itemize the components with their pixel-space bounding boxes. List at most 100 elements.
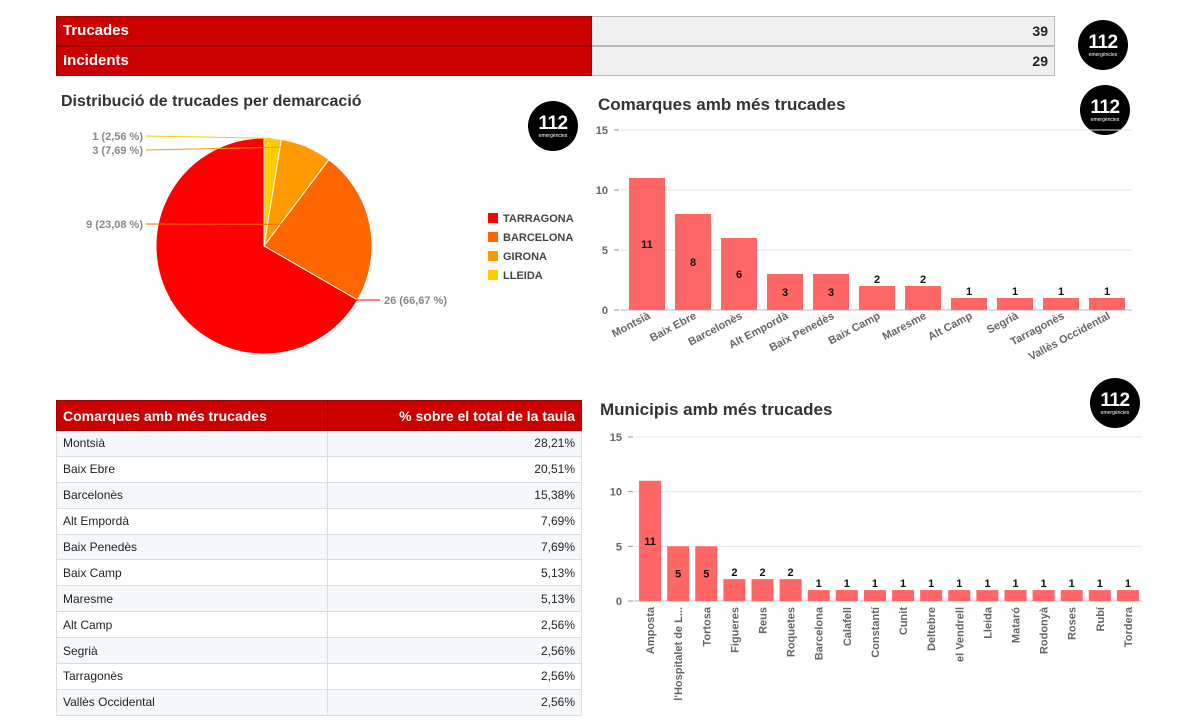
bar-value-label: 1 [1097, 578, 1103, 590]
x-tick-label: Reus [758, 607, 770, 634]
table-row: Baix Camp 5,13% [56, 559, 582, 587]
table-row: Alt Camp 2,56% [56, 611, 582, 639]
x-tick-label: Montsià [610, 310, 653, 341]
bar-value-label: 1 [1012, 578, 1018, 590]
table-cell-comarca: Baix Ebre [56, 455, 328, 483]
bar-value-label: 1 [844, 578, 850, 590]
table-cell-comarca: Baix Camp [56, 559, 328, 587]
bar-value-label: 2 [788, 567, 794, 579]
x-tick-label: Deltebre [926, 607, 938, 651]
bar-value-label: 11 [641, 239, 653, 251]
x-tick-label: Roquetes [786, 607, 798, 657]
bar [639, 480, 662, 601]
bar [723, 579, 746, 601]
y-tick-label: 10 [610, 487, 622, 499]
x-tick-label: Mataró [1011, 607, 1023, 643]
y-tick-label: 5 [616, 541, 622, 553]
bar-value-label: 2 [759, 567, 765, 579]
bar-value-label: 1 [984, 578, 990, 590]
x-tick-label: Calafell [842, 607, 854, 646]
table-row: Baix Penedès 7,69% [56, 533, 582, 561]
table-cell-percent: 2,56% [327, 663, 582, 690]
bar [1060, 590, 1083, 601]
bar [1116, 590, 1139, 601]
bar-value-label: 1 [1012, 286, 1018, 298]
bar-value-label: 1 [1041, 578, 1047, 590]
legend-label: GIRONA [503, 251, 547, 263]
table-cell-comarca: Tarragonès [56, 663, 328, 690]
pie-leader-line [145, 146, 307, 151]
table-row: Montsià 28,21% [56, 430, 582, 457]
bar-value-label: 5 [675, 569, 681, 581]
bar-value-label: 3 [782, 287, 788, 299]
y-tick-label: 0 [616, 596, 622, 608]
bar [667, 546, 690, 601]
bar-value-label: 6 [736, 269, 742, 281]
bar-value-label: 2 [731, 567, 737, 579]
table-row: Tarragonès 2,56% [56, 663, 582, 690]
x-tick-label: el Vendrell [954, 607, 966, 662]
x-tick-label: Figueres [729, 607, 741, 653]
pie-data-label: 3 (7,69 %) [92, 145, 143, 157]
logo-112-icon: 112 emergències [528, 101, 578, 151]
table-cell-comarca: Barcelonès [56, 481, 328, 509]
x-tick-label: Roses [1067, 607, 1079, 640]
bar-value-label: 1 [1069, 578, 1075, 590]
table-row: Barcelonès 15,38% [56, 481, 582, 509]
table-header-row: Comarques amb més trucades % sobre el to… [56, 400, 582, 431]
bar [629, 178, 665, 310]
legend-swatch-barcelona [488, 232, 498, 242]
bar-value-label: 1 [966, 286, 972, 298]
bar [951, 298, 987, 310]
table-row: Vallès Occidental 2,56% [56, 688, 582, 716]
y-tick-label: 10 [596, 185, 608, 197]
table-cell-percent: 5,13% [327, 559, 582, 587]
logo-112-icon: 112 emergències [1078, 20, 1128, 70]
bar [751, 579, 774, 601]
legend-swatch-lleida [488, 270, 498, 280]
x-tick-label: Maresme [881, 310, 929, 343]
kpi-row-incidents: Incidents 29 [56, 46, 1055, 76]
bar-value-label: 2 [920, 274, 926, 286]
table-cell-comarca: Alt Camp [56, 611, 328, 639]
table-cell-percent: 2,56% [327, 611, 582, 639]
x-tick-label: Tortosa [701, 606, 713, 646]
table-cell-percent: 7,69% [327, 507, 582, 535]
bar-value-label: 11 [644, 536, 656, 548]
bar-value-label: 8 [690, 257, 696, 269]
bar-value-label: 1 [1104, 286, 1110, 298]
table-cell-comarca: Vallès Occidental [56, 688, 328, 716]
bar [813, 274, 849, 310]
kpi-value: 29 [592, 46, 1055, 76]
bar [863, 590, 886, 601]
kpi-label: Incidents [56, 46, 592, 76]
kpi-value: 39 [592, 16, 1055, 46]
bar [859, 286, 895, 310]
logo-112-icon: 112 emergències [1080, 85, 1130, 135]
bar-value-label: 1 [1125, 578, 1131, 590]
bar [675, 214, 711, 310]
bar [695, 546, 718, 601]
x-tick-label: Barcelona [814, 606, 826, 660]
legend-swatch-tarragona [488, 213, 498, 223]
bar-value-label: 1 [1058, 286, 1064, 298]
x-tick-label: Alt Camp [926, 310, 975, 343]
table-row: Segrià 2,56% [56, 637, 582, 665]
table-row: Baix Ebre 20,51% [56, 455, 582, 483]
table-cell-comarca: Segrià [56, 637, 328, 665]
bar-value-label: 1 [928, 578, 934, 590]
bar [1043, 298, 1079, 310]
bar [807, 590, 830, 601]
table-cell-percent: 20,51% [327, 455, 582, 483]
table-cell-comarca: Maresme [56, 585, 328, 613]
legend-swatch-girona [488, 251, 498, 261]
table-cell-percent: 5,13% [327, 585, 582, 613]
bar [767, 274, 803, 310]
bar [779, 579, 802, 601]
table-cell-percent: 2,56% [327, 637, 582, 665]
bar [1089, 298, 1125, 310]
bar-value-label: 2 [874, 274, 880, 286]
table-cell-comarca: Alt Empordà [56, 507, 328, 535]
table-cell-percent: 28,21% [327, 430, 582, 457]
bar [1004, 590, 1027, 601]
